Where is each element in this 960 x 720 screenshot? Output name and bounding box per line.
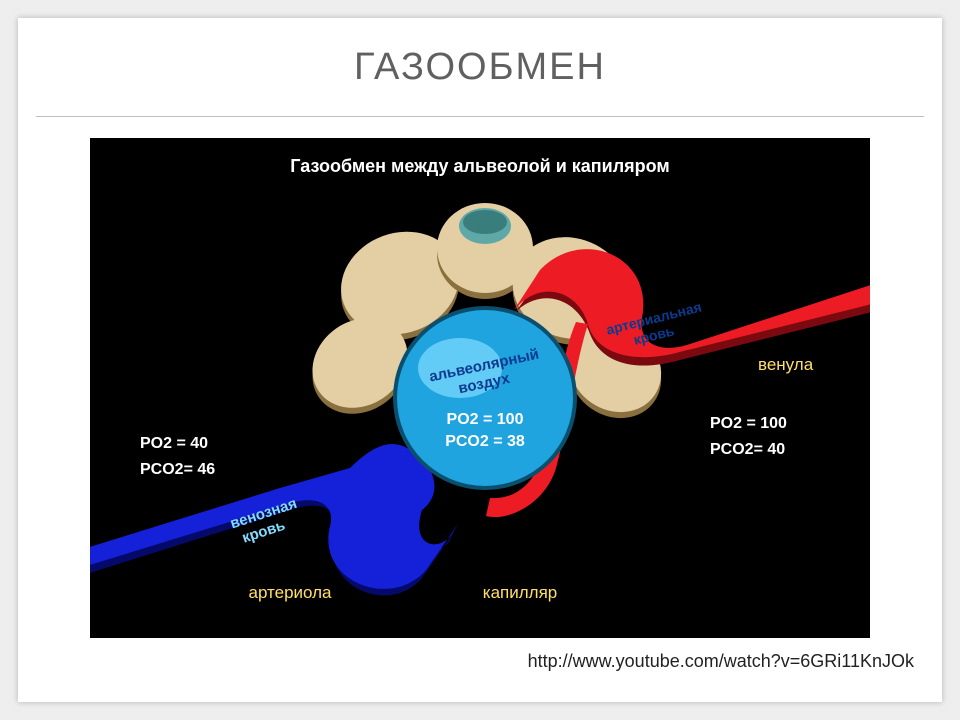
svg-text:PO2 = 40: PO2 = 40 [140,435,208,452]
svg-text:артериола: артериола [249,583,333,602]
svg-text:PO2 = 100: PO2 = 100 [447,411,524,428]
title-divider [36,116,924,117]
slide-title: ГАЗООБМЕН [18,46,942,89]
svg-text:венула: венула [758,355,814,374]
gas-exchange-diagram: Газообмен между альвеолой и капиляромаль… [90,138,870,638]
slide: ГАЗООБМЕН Газообмен между альвеолой и ка… [18,18,942,702]
svg-text:PCO2= 40: PCO2= 40 [710,441,785,458]
diagram-container: Газообмен между альвеолой и капиляромаль… [90,138,870,638]
svg-text:PCO2 = 38: PCO2 = 38 [445,433,525,450]
svg-text:капилляр: капилляр [483,583,557,602]
svg-text:Газообмен между альвеолой и ка: Газообмен между альвеолой и капиляром [290,156,669,176]
svg-text:PCO2= 46: PCO2= 46 [140,461,215,478]
source-url: http://www.youtube.com/watch?v=6GRi11KnJ… [528,651,914,672]
svg-text:PO2 = 100: PO2 = 100 [710,415,787,432]
